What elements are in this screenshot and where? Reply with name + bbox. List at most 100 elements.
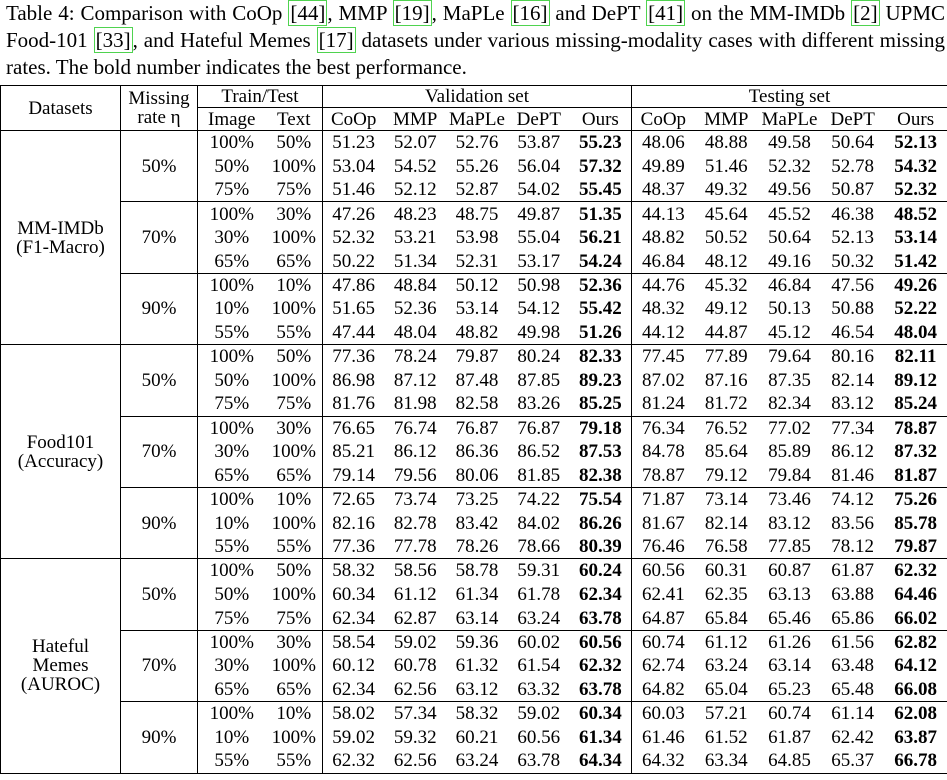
score-cell: 45.12 bbox=[768, 322, 811, 344]
score-cell: 58.32 bbox=[446, 701, 508, 726]
score-cell: 45.32 bbox=[694, 272, 758, 298]
score-cell: 45.64 bbox=[694, 201, 758, 226]
score-cell: 60.24 bbox=[569, 558, 633, 583]
data-row: 65% 65% 62.34 62.56 63.12 63.32 63.78 64.82 65.0… bbox=[1, 677, 947, 702]
score-cell: 87.48 bbox=[455, 369, 499, 391]
dataset-label: Food101 bbox=[26, 431, 95, 453]
score-cell: 77.02 bbox=[757, 415, 822, 440]
header-cell: DePT bbox=[821, 107, 885, 131]
ratio-cell: 100% bbox=[197, 558, 266, 583]
score-cell: 58.56 bbox=[384, 558, 447, 583]
ratio-cell: 100% bbox=[197, 486, 266, 512]
score-cell: 65.37 bbox=[821, 749, 885, 774]
header-cell: Text bbox=[265, 107, 323, 131]
score-cell: 52.32 bbox=[332, 227, 376, 249]
score-cell: 78.87 bbox=[884, 415, 947, 440]
score-cell: 85.21 bbox=[332, 441, 376, 463]
dataset-label: Hateful bbox=[32, 636, 89, 658]
citation-link[interactable]: [16] bbox=[510, 0, 550, 26]
score-cell: 87.16 bbox=[704, 369, 748, 391]
score-cell: 74.12 bbox=[821, 486, 885, 512]
score-cell: 87.85 bbox=[517, 369, 561, 391]
score-cell: 49.26 bbox=[884, 272, 947, 298]
score-cell: 44.76 bbox=[631, 272, 695, 298]
score-cell: 62.87 bbox=[393, 607, 437, 629]
score-cell: 84.02 bbox=[517, 512, 561, 534]
ratio-cell: 100% bbox=[265, 154, 323, 179]
score-cell: 61.34 bbox=[569, 725, 633, 750]
score-cell: 49.89 bbox=[641, 155, 685, 177]
citation-link[interactable]: [33] bbox=[93, 27, 133, 53]
score-cell: 87.12 bbox=[393, 369, 437, 391]
score-cell: 52.76 bbox=[446, 130, 508, 155]
score-cell: 77.89 bbox=[694, 344, 758, 369]
score-cell: 53.14 bbox=[455, 298, 499, 320]
ratio-cell: 65% bbox=[214, 678, 250, 700]
ratio-cell: 50% bbox=[214, 369, 250, 391]
data-row: 70% 100% 30% 76.65 76.74 76.87 76.87 79.18 76.34… bbox=[1, 415, 947, 488]
score-cell: 61.32 bbox=[455, 655, 499, 677]
data-row: 55% 55% 47.44 48.04 48.82 49.98 51.26 44.12 44.8… bbox=[1, 320, 947, 345]
ratio-cell: 30% bbox=[214, 441, 250, 463]
score-cell: 48.88 bbox=[694, 130, 758, 155]
ratio-cell: 65% bbox=[214, 250, 250, 272]
citation-link[interactable]: [41] bbox=[646, 0, 686, 26]
score-cell: 54.52 bbox=[393, 155, 437, 177]
score-cell: 81.85 bbox=[517, 464, 561, 486]
score-cell: 55.42 bbox=[569, 297, 633, 321]
caption: Table 4: Comparison with CoOp [44], MMP … bbox=[0, 0, 947, 83]
score-cell: 86.12 bbox=[393, 441, 437, 463]
score-cell: 60.12 bbox=[332, 655, 376, 677]
data-row: 65% 65% 50.22 51.34 52.31 53.17 54.24 46.84 48.1… bbox=[1, 249, 947, 274]
score-cell: 81.46 bbox=[831, 464, 875, 486]
data-row: 50% 100% 60.34 61.12 61.34 61.78 62.34 62.41 62.… bbox=[1, 582, 947, 607]
score-cell: 61.87 bbox=[821, 558, 885, 583]
citation-link[interactable]: [2] bbox=[851, 0, 880, 26]
caption-text: datasets under various missing-modality … bbox=[6, 28, 945, 79]
score-cell: 61.14 bbox=[821, 701, 885, 726]
ratio-cell: 75% bbox=[265, 392, 323, 417]
ratio-cell: 50% bbox=[265, 130, 323, 155]
score-cell: 52.07 bbox=[384, 130, 447, 155]
ratio-cell: 10% bbox=[214, 512, 250, 534]
score-cell: 61.26 bbox=[757, 629, 822, 655]
score-cell: 60.34 bbox=[332, 584, 376, 606]
score-cell: 80.06 bbox=[455, 464, 499, 486]
score-cell: 55.26 bbox=[455, 155, 499, 177]
ratio-cell: 65% bbox=[265, 249, 323, 274]
score-cell: 54.24 bbox=[569, 249, 633, 274]
score-cell: 82.38 bbox=[569, 463, 633, 488]
ratio-cell: 65% bbox=[265, 677, 323, 702]
ratio-cell: 100% bbox=[197, 701, 266, 726]
score-cell: 81.72 bbox=[704, 393, 748, 415]
score-cell: 64.12 bbox=[884, 654, 947, 678]
score-cell: 50.87 bbox=[831, 179, 875, 201]
score-cell: 44.87 bbox=[704, 322, 748, 344]
rate-cell: 70% bbox=[120, 201, 198, 274]
score-cell: 78.24 bbox=[384, 344, 447, 369]
ratio-cell: 50% bbox=[214, 155, 250, 177]
ratio-cell: 55% bbox=[265, 535, 323, 559]
header-cell: CoOp bbox=[322, 107, 385, 131]
score-cell: 77.78 bbox=[393, 536, 437, 558]
score-cell: 76.52 bbox=[694, 415, 758, 440]
header-cell: MaPLe bbox=[446, 107, 508, 131]
score-cell: 61.12 bbox=[393, 584, 437, 606]
citation-link[interactable]: [17] bbox=[316, 27, 356, 53]
ratio-cell: 75% bbox=[265, 178, 323, 202]
score-cell: 76.34 bbox=[631, 415, 695, 440]
score-cell: 54.02 bbox=[517, 179, 561, 201]
score-cell: 63.78 bbox=[569, 606, 633, 631]
score-cell: 60.74 bbox=[757, 701, 822, 726]
score-cell: 63.32 bbox=[517, 678, 561, 700]
score-cell: 86.36 bbox=[455, 441, 499, 463]
score-cell: 83.42 bbox=[455, 512, 499, 534]
score-cell: 79.87 bbox=[446, 344, 508, 369]
citation-link[interactable]: [44] bbox=[288, 0, 328, 26]
score-cell: 55.04 bbox=[517, 227, 561, 249]
score-cell: 64.82 bbox=[641, 678, 685, 700]
score-cell: 60.02 bbox=[507, 629, 570, 655]
score-cell: 48.04 bbox=[393, 322, 437, 344]
score-cell: 58.78 bbox=[446, 558, 508, 583]
citation-link[interactable]: [19] bbox=[392, 0, 432, 26]
